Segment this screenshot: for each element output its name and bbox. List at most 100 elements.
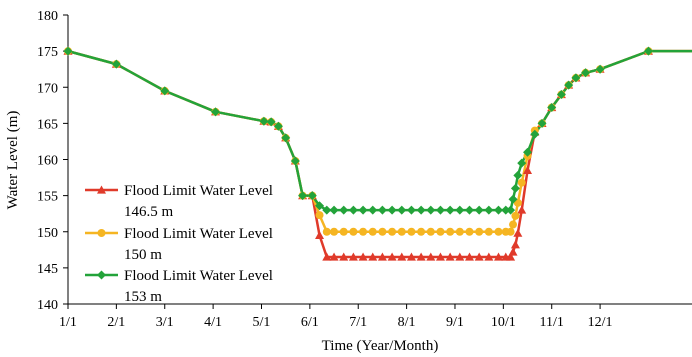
data-point (523, 147, 533, 157)
data-point (494, 205, 504, 215)
data-point (510, 240, 520, 249)
data-point (484, 227, 493, 236)
x-axis-title: Time (Year/Month) (322, 338, 439, 354)
y-tick-label: 170 (37, 81, 58, 96)
data-point (484, 205, 494, 215)
data-point (571, 73, 581, 83)
data-point (259, 116, 269, 126)
legend: Flood Limit Water Level 146.5 m Flood Limi… (85, 183, 273, 305)
axes (63, 14, 692, 309)
x-tick-label: 4/1 (204, 315, 222, 330)
data-point (315, 201, 325, 211)
data-point (446, 227, 455, 236)
data-point (484, 252, 494, 261)
data-point (406, 252, 416, 261)
data-point (339, 252, 349, 261)
data-point (322, 227, 331, 236)
data-point (348, 252, 358, 261)
data-point (358, 252, 368, 261)
data-point (508, 194, 518, 204)
data-point (501, 205, 511, 215)
x-tick-label: 8/1 (398, 315, 416, 330)
data-point (273, 121, 283, 131)
x-tick-label: 5/1 (253, 315, 271, 330)
x-tick-label: 11/1 (540, 315, 564, 330)
data-point (513, 170, 523, 180)
data-point (455, 252, 465, 261)
x-tick-label: 1/1 (59, 315, 77, 330)
data-point (464, 252, 474, 261)
data-point (406, 205, 416, 215)
data-point (581, 68, 591, 78)
legend-entry: Flood Limit Water Level 150 m (124, 226, 273, 263)
y-tick-label: 180 (37, 9, 58, 24)
data-point (556, 89, 566, 99)
data-point (387, 205, 397, 215)
data-point (445, 205, 455, 215)
data-point (511, 211, 520, 220)
data-point (445, 252, 455, 261)
data-point (416, 205, 426, 215)
x-tick-label: 12/1 (588, 315, 613, 330)
data-point (564, 80, 574, 90)
legend-entry: Flood Limit Water Level 146.5 m (124, 183, 273, 220)
data-point (435, 205, 445, 215)
data-point (517, 158, 527, 168)
legend-entry: Flood Limit Water Level 153 m (124, 268, 273, 305)
data-point (595, 64, 605, 74)
data-point (322, 252, 332, 261)
data-point (160, 86, 170, 96)
tick-labels: 140 145 150 155 160 165 170 175 180 1/1 2/1 3/1 4/1 5… (37, 9, 613, 330)
data-point (416, 252, 426, 261)
data-point (290, 156, 300, 166)
data-point (298, 191, 308, 201)
data-point (358, 205, 368, 215)
data-point (397, 205, 407, 215)
data-point (111, 59, 121, 69)
data-point (523, 165, 533, 174)
y-tick-label: 175 (37, 45, 58, 60)
x-tick-label: 9/1 (446, 315, 464, 330)
data-point (377, 252, 387, 261)
y-tick-label: 150 (37, 226, 58, 241)
series-markers (63, 46, 653, 261)
x-tick-label: 2/1 (107, 315, 125, 330)
data-point (475, 227, 484, 236)
data-point (509, 220, 518, 229)
data-point (281, 133, 291, 143)
data-point (455, 227, 464, 236)
data-point (474, 252, 484, 261)
data-point (329, 205, 339, 215)
data-point (537, 118, 547, 128)
data-point (494, 252, 504, 261)
data-point (339, 227, 348, 236)
data-point (211, 107, 221, 117)
data-point (506, 205, 516, 215)
data-point (426, 252, 436, 261)
x-tick-label: 3/1 (156, 315, 174, 330)
data-point (508, 247, 518, 256)
data-point (322, 205, 332, 215)
legend-marker (97, 229, 106, 237)
data-point (530, 129, 540, 139)
data-point (510, 183, 520, 193)
data-point (397, 252, 407, 261)
data-point (359, 227, 368, 236)
data-point (397, 227, 406, 236)
data-point (315, 211, 324, 220)
data-point (455, 205, 465, 215)
data-point (368, 252, 378, 261)
data-point (426, 227, 435, 236)
data-point (494, 227, 503, 236)
data-point (407, 227, 416, 236)
data-point (368, 227, 377, 236)
data-point (329, 252, 339, 261)
data-point (339, 205, 349, 215)
data-point (465, 227, 474, 236)
data-point (266, 117, 276, 127)
data-point (506, 252, 516, 261)
data-point (506, 227, 515, 236)
data-point (643, 46, 653, 56)
legend-marker (97, 270, 106, 280)
